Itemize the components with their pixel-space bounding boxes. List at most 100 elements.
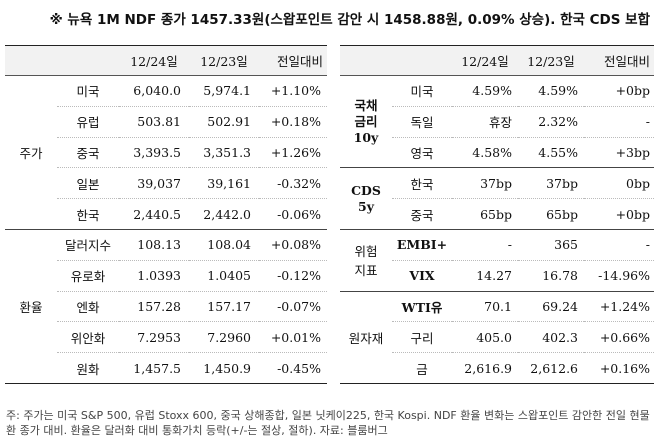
table-row: 중국 3,393.5 3,351.3 +1.26% bbox=[5, 137, 327, 168]
row-date2-value: 1,450.9 bbox=[203, 360, 251, 376]
row-date2-value: 157.17 bbox=[207, 298, 251, 314]
row-date1-value: 2,440.5 bbox=[133, 206, 181, 222]
row-item-label: 미국 bbox=[76, 84, 100, 100]
row-change-value: -14.96% bbox=[598, 268, 650, 284]
row-date2-value: 37bp bbox=[546, 175, 578, 191]
page-title: ※ 뉴욕 1M NDF 종가 1457.33원(스왑포인트 감안 시 1458.… bbox=[49, 12, 650, 28]
row-date2-value: 108.04 bbox=[207, 237, 251, 253]
left-market-table: 12/24일 12/23일 전일대비 주가 미국 6,040.0 5,974.1 +1.… bbox=[5, 45, 327, 384]
row-date1-value: 405.0 bbox=[476, 329, 512, 345]
row-change-value: - bbox=[645, 237, 650, 253]
row-date1-value: 70.1 bbox=[484, 298, 512, 314]
row-change-value: +0.08% bbox=[270, 237, 321, 253]
table-row: 국채 금리 10y 미국 4.59% 4.59% +0bp bbox=[340, 75, 654, 169]
left-market-table-panel: 12/24일 12/23일 전일대비 주가 미국 6,040.0 5,974.1 +1.… bbox=[5, 45, 327, 384]
row-date1-value: 37bp bbox=[480, 175, 512, 191]
row-item-label: 유럽 bbox=[76, 115, 100, 131]
row-date1-value: 65bp bbox=[480, 206, 512, 222]
row-item-label: 구리 bbox=[410, 330, 434, 346]
row-date1-value: 503.81 bbox=[137, 114, 181, 130]
table-row: CDS 5y 한국 37bp 37bp 0bp bbox=[340, 167, 654, 230]
row-date1-value: 3,393.5 bbox=[133, 144, 181, 160]
row-item-label: 위안화 bbox=[70, 330, 106, 346]
header-date1: 12/24일 bbox=[130, 54, 178, 69]
row-item-label: 한국 bbox=[76, 207, 100, 223]
header-date2: 12/23일 bbox=[200, 54, 248, 69]
row-change-value: -0.32% bbox=[277, 175, 321, 191]
row-date2-value: 502.91 bbox=[207, 114, 251, 130]
row-change-value: - bbox=[645, 114, 650, 130]
row-date1-value: 14.27 bbox=[476, 268, 512, 284]
row-change-value: +0.18% bbox=[270, 114, 321, 130]
row-date2-value: 4.59% bbox=[538, 83, 578, 99]
row-category: 국채 금리 10y bbox=[340, 75, 392, 169]
row-change-value: -0.07% bbox=[277, 298, 321, 314]
row-change-value: -0.45% bbox=[277, 360, 321, 376]
table-row: 유로화 1.0393 1.0405 -0.12% bbox=[5, 260, 327, 292]
row-date1-value: 2,616.9 bbox=[464, 360, 512, 376]
header-category bbox=[5, 46, 57, 76]
table-row: 구리 405.0 402.3 +0.66% bbox=[340, 322, 654, 353]
row-item-label: 독일 bbox=[410, 115, 434, 131]
row-category: 위험 지표 bbox=[340, 229, 392, 292]
row-category: 원자재 bbox=[340, 291, 392, 384]
row-item-label: 달러지수 bbox=[64, 238, 111, 254]
table-row: 유럽 503.81 502.91 +0.18% bbox=[5, 106, 327, 138]
row-date2-value: 365 bbox=[554, 237, 578, 253]
row-date2-value: 5,974.1 bbox=[203, 83, 251, 99]
table-row: 원화 1,457.5 1,450.9 -0.45% bbox=[5, 353, 327, 384]
table-row: 중국 65bp 65bp +0bp bbox=[340, 199, 654, 230]
row-date2-value: 2,442.0 bbox=[203, 206, 251, 222]
row-change-value: +0.01% bbox=[270, 329, 321, 345]
row-category: 주가 bbox=[5, 75, 57, 230]
row-date2-value: 1.0405 bbox=[207, 268, 251, 284]
header-item bbox=[57, 46, 119, 76]
table-row: 위험 지표 EMBI+ - 365 - bbox=[340, 229, 654, 292]
right-market-table-panel: 12/24일 12/23일 전일대비 국채 금리 10y 미국 4.59% 4.59% +0… bbox=[340, 45, 654, 384]
row-item-label: 영국 bbox=[410, 145, 434, 161]
row-date1-value: 휴장 bbox=[488, 115, 512, 131]
row-item-label: 원화 bbox=[76, 361, 100, 377]
left-header-row: 12/24일 12/23일 전일대비 bbox=[5, 45, 327, 76]
header-change: 전일대비 bbox=[603, 54, 650, 69]
row-change-value: 0bp bbox=[626, 175, 650, 191]
header-category bbox=[340, 46, 392, 76]
left-table-body: 주가 미국 6,040.0 5,974.1 +1.10% 유럽 503.81 502.91 +0… bbox=[5, 75, 327, 384]
row-item-label: EMBI+ bbox=[396, 237, 448, 253]
table-row: 독일 휴장 2.32% - bbox=[340, 106, 654, 138]
table-row: 일본 39,037 39,161 -0.32% bbox=[5, 168, 327, 199]
row-category: CDS 5y bbox=[340, 167, 392, 230]
row-item-label: 중국 bbox=[410, 207, 434, 223]
header-date1: 12/24일 bbox=[461, 54, 509, 69]
row-item-label: VIX bbox=[409, 268, 435, 284]
table-row: 원자재 WTI유 70.1 69.24 +1.24% bbox=[340, 291, 654, 384]
row-item-label: 엔화 bbox=[76, 299, 100, 315]
right-header-row: 12/24일 12/23일 전일대비 bbox=[340, 45, 654, 76]
row-item-label: 한국 bbox=[410, 176, 434, 192]
row-date1-value: 39,037 bbox=[137, 175, 181, 191]
row-date1-value: 157.28 bbox=[137, 298, 181, 314]
row-date2-value: 7.2960 bbox=[207, 329, 251, 345]
row-date2-value: 402.3 bbox=[542, 329, 578, 345]
row-change-value: +1.10% bbox=[270, 83, 321, 99]
row-item-label: 미국 bbox=[410, 84, 434, 100]
row-change-value: +3bp bbox=[615, 144, 650, 160]
table-row: 영국 4.58% 4.55% +3bp bbox=[340, 137, 654, 168]
row-change-value: -0.12% bbox=[277, 268, 321, 284]
row-date2-value: 16.78 bbox=[542, 268, 578, 284]
header-date2: 12/23일 bbox=[527, 54, 575, 69]
right-table-body: 국채 금리 10y 미국 4.59% 4.59% +0bp 독일 휴장 2.32% - 영국 4.58%… bbox=[340, 75, 654, 384]
row-item-label: 금 bbox=[416, 361, 428, 377]
table-row: 환율 달러지수 108.13 108.04 +0.08% bbox=[5, 229, 327, 384]
row-date1-value: - bbox=[507, 237, 512, 253]
row-date2-value: 65bp bbox=[546, 206, 578, 222]
row-item-label: WTI유 bbox=[401, 299, 443, 315]
right-market-table: 12/24일 12/23일 전일대비 국채 금리 10y 미국 4.59% 4.59% +0… bbox=[340, 45, 654, 384]
footnote: 주: 주가는 미국 S&P 500, 유럽 Stoxx 600, 중국 상해종합… bbox=[6, 409, 650, 437]
row-change-value: +0.66% bbox=[599, 329, 650, 345]
row-category: 환율 bbox=[5, 229, 57, 384]
row-change-value: +0bp bbox=[615, 206, 650, 222]
row-date2-value: 2,612.6 bbox=[530, 360, 578, 376]
row-change-value: +0bp bbox=[615, 83, 650, 99]
table-row: 엔화 157.28 157.17 -0.07% bbox=[5, 291, 327, 322]
